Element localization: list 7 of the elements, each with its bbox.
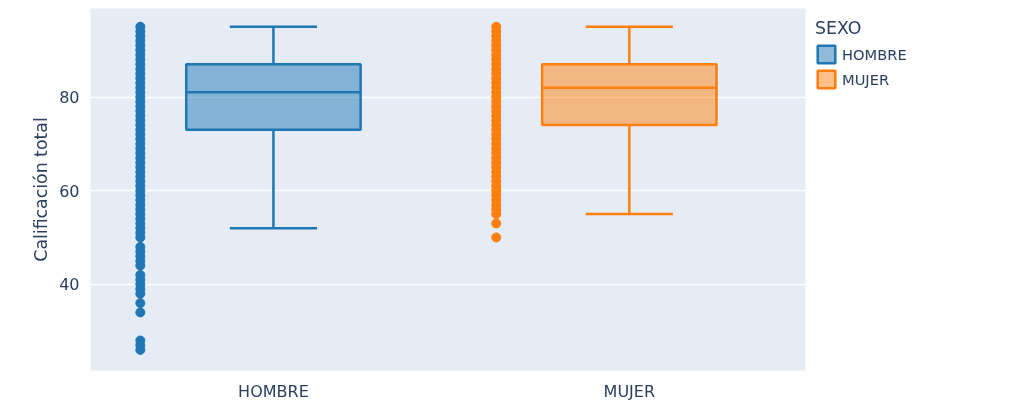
y-tick-label: 60 [59,181,80,201]
y-axis-title: Calificación total [31,117,52,262]
legend-label: HOMBRE [842,45,907,63]
legend-label: MUJER [842,70,890,88]
y-tick-label: 80 [59,88,80,108]
y-tick-label: 40 [59,275,80,295]
legend-title: SEXO [815,18,863,38]
